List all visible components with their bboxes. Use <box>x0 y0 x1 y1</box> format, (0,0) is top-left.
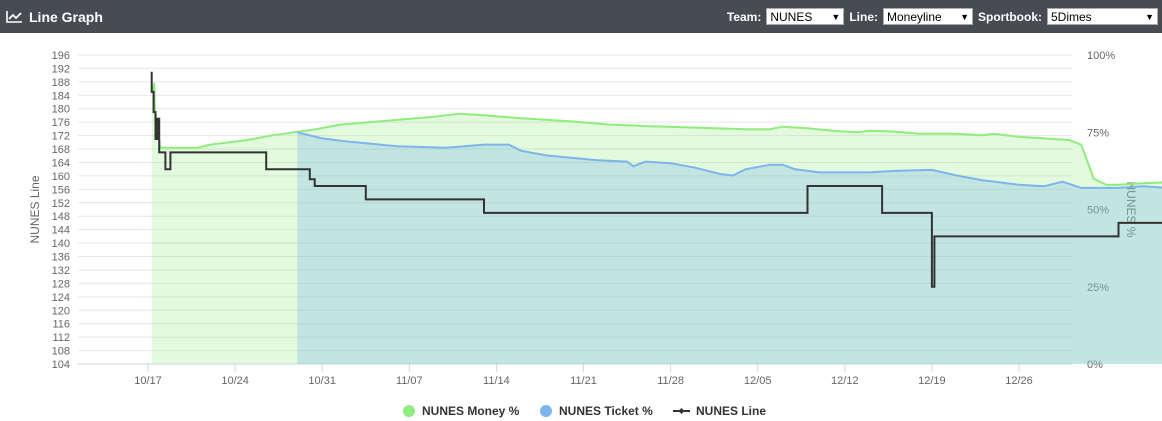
y-tick-label: 164 <box>52 157 70 169</box>
y-tick-label: 148 <box>52 211 70 223</box>
y-tick-label: 172 <box>52 131 70 143</box>
y-tick-label: 160 <box>52 171 70 183</box>
y-tick-label: 140 <box>52 238 70 250</box>
team-select-value: NUNES <box>770 9 813 24</box>
y-tick-label: 168 <box>52 144 70 156</box>
team-label: Team: <box>726 9 762 24</box>
y-tick-label: 176 <box>52 117 70 129</box>
x-tick-label: 12/05 <box>744 375 772 387</box>
filter-controls: Team: NUNES ▼ Line: Moneyline ▼ Sportboo… <box>727 0 1158 33</box>
x-tick-label: 11/07 <box>396 375 423 387</box>
legend-ticket-label: NUNES Ticket % <box>559 404 653 418</box>
line-select-value: Moneyline <box>887 9 942 24</box>
legend-ticket-marker <box>540 405 552 417</box>
ticket-area <box>297 132 1162 364</box>
x-tick-label: 10/31 <box>308 375 336 387</box>
x-tick-label: 11/21 <box>570 375 597 387</box>
ticket-series-line <box>297 131 1162 189</box>
y-tick-label: 196 <box>52 50 70 62</box>
y-tick-label: 152 <box>52 198 70 210</box>
y-tick-label: 156 <box>52 184 70 196</box>
line-chart-icon <box>6 11 22 23</box>
chevron-down-icon: ▼ <box>960 11 969 22</box>
x-tick-label: 12/19 <box>918 375 946 387</box>
header-bar: Line Graph Team: NUNES ▼ Line: Moneyline… <box>0 0 1162 33</box>
sportbook-label: Sportbook: <box>978 9 1042 24</box>
y-tick-label: 180 <box>52 104 70 116</box>
line-label: Line: <box>849 9 878 24</box>
y-tick-label: 116 <box>52 319 70 331</box>
y-tick-label: 144 <box>52 225 70 237</box>
legend-money-label: NUNES Money % <box>422 404 520 418</box>
legend-money-marker <box>403 405 415 417</box>
nunes-line-series <box>150 71 1162 288</box>
x-tick-label: 11/28 <box>657 375 684 387</box>
y-tick-label: 184 <box>52 90 70 102</box>
y-tick-label: 192 <box>52 63 70 75</box>
x-tick-label: 11/14 <box>483 375 510 387</box>
y-tick-label: 108 <box>52 346 70 358</box>
x-tick-label: 12/26 <box>1005 375 1033 387</box>
x-tick-label: 10/17 <box>134 375 162 387</box>
sportbook-select-value: 5Dimes <box>1051 9 1092 24</box>
y-tick-label: 128 <box>52 278 70 290</box>
y2-tick-label: 25% <box>1087 282 1109 294</box>
y2-tick-label: 100% <box>1087 50 1115 62</box>
y-tick-label: 104 <box>52 359 70 371</box>
y2-tick-label: 75% <box>1087 127 1109 139</box>
y-tick-label: 112 <box>52 332 70 344</box>
legend-line-label: NUNES Line <box>696 404 766 418</box>
chart-title: Line Graph <box>6 0 103 33</box>
sportbook-select[interactable]: 5Dimes ▼ <box>1047 8 1158 25</box>
y-tick-label: 136 <box>52 252 70 264</box>
y-axis-title: NUNES Line <box>28 175 42 243</box>
y-tick-label: 124 <box>52 292 70 304</box>
y2-tick-label: 50% <box>1087 205 1109 217</box>
team-select[interactable]: NUNES ▼ <box>766 8 845 25</box>
x-tick-label: 10/24 <box>221 375 249 387</box>
legend-line-diamond <box>678 408 685 414</box>
x-tick-label: 12/12 <box>831 375 859 387</box>
y-tick-label: 188 <box>52 77 70 89</box>
y-tick-label: 132 <box>52 265 70 277</box>
chevron-down-icon: ▼ <box>1145 11 1154 22</box>
title-text: Line Graph <box>29 8 103 25</box>
y-tick-label: 120 <box>52 305 70 317</box>
money-area <box>151 82 1162 364</box>
chevron-down-icon: ▼ <box>831 11 841 22</box>
line-select[interactable]: Moneyline ▼ <box>883 8 973 25</box>
money-series-line <box>150 82 1162 186</box>
y2-tick-label: 0% <box>1087 359 1103 371</box>
